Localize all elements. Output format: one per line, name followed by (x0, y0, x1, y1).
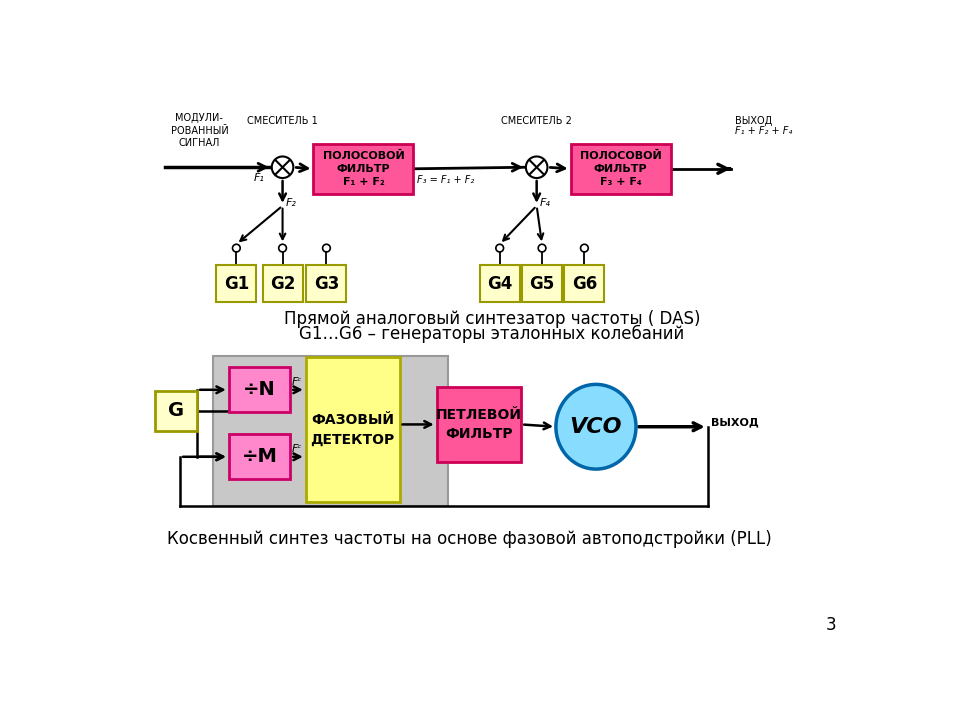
Text: G6: G6 (572, 274, 597, 292)
Text: F₃ = F₁ + F₂: F₃ = F₁ + F₂ (417, 175, 474, 185)
Text: ВЫХОД: ВЫХОД (710, 418, 758, 428)
Text: G1: G1 (224, 274, 249, 292)
Text: СМЕСИТЕЛЬ 1: СМЕСИТЕЛЬ 1 (247, 116, 318, 126)
Text: G: G (168, 401, 184, 420)
Text: Fᶜ: Fᶜ (292, 444, 302, 454)
Text: F₁ + F₂ + F₄: F₁ + F₂ + F₄ (734, 127, 792, 136)
Text: МОДУЛИ-
РОВАННЫЙ
СИГНАЛ: МОДУЛИ- РОВАННЫЙ СИГНАЛ (171, 113, 228, 148)
FancyBboxPatch shape (228, 434, 290, 479)
Text: Fᶜ: Fᶜ (292, 377, 302, 387)
FancyBboxPatch shape (306, 265, 347, 302)
FancyBboxPatch shape (228, 367, 290, 412)
Text: F₁: F₁ (254, 174, 265, 184)
Text: Прямой аналоговый синтезатор частоты ( DAS): Прямой аналоговый синтезатор частоты ( D… (284, 310, 700, 328)
FancyBboxPatch shape (155, 390, 197, 431)
Text: ФАЗОВЫЙ
ДЕТЕКТОР: ФАЗОВЫЙ ДЕТЕКТОР (310, 413, 395, 446)
Text: ПЕТЛЕВОЙ
ФИЛЬТР: ПЕТЛЕВОЙ ФИЛЬТР (436, 408, 522, 441)
Text: F₄: F₄ (540, 198, 551, 208)
Text: ВЫХОД: ВЫХОД (734, 116, 772, 126)
Text: G2: G2 (270, 274, 296, 292)
Text: G3: G3 (314, 274, 339, 292)
Circle shape (272, 156, 294, 178)
Text: ÷M: ÷M (242, 447, 277, 467)
Text: G1…G6 – генераторы эталонных колебаний: G1…G6 – генераторы эталонных колебаний (300, 325, 684, 343)
Text: Косвенный синтез частоты на основе фазовой автоподстройки (PLL): Косвенный синтез частоты на основе фазов… (167, 530, 772, 548)
Text: F₂: F₂ (286, 198, 297, 208)
FancyBboxPatch shape (262, 265, 302, 302)
FancyBboxPatch shape (313, 144, 414, 194)
FancyBboxPatch shape (570, 144, 671, 194)
FancyBboxPatch shape (437, 387, 521, 462)
FancyBboxPatch shape (305, 357, 399, 503)
Text: ПОЛОСОВОЙ
ФИЛЬТР
F₁ + F₂: ПОЛОСОВОЙ ФИЛЬТР F₁ + F₂ (323, 151, 404, 187)
Ellipse shape (556, 384, 636, 469)
FancyBboxPatch shape (216, 265, 256, 302)
Text: ПОЛОСОВОЙ
ФИЛЬТР
F₃ + F₄: ПОЛОСОВОЙ ФИЛЬТР F₃ + F₄ (580, 151, 661, 187)
FancyBboxPatch shape (564, 265, 605, 302)
FancyBboxPatch shape (213, 356, 448, 506)
FancyBboxPatch shape (480, 265, 519, 302)
Text: 3: 3 (826, 616, 836, 634)
Text: G5: G5 (529, 274, 555, 292)
Circle shape (526, 156, 547, 178)
FancyBboxPatch shape (522, 265, 562, 302)
Text: VCO: VCO (569, 417, 622, 437)
Text: G4: G4 (487, 274, 513, 292)
Text: ÷N: ÷N (243, 380, 276, 400)
Text: СМЕСИТЕЛЬ 2: СМЕСИТЕЛЬ 2 (501, 116, 572, 126)
